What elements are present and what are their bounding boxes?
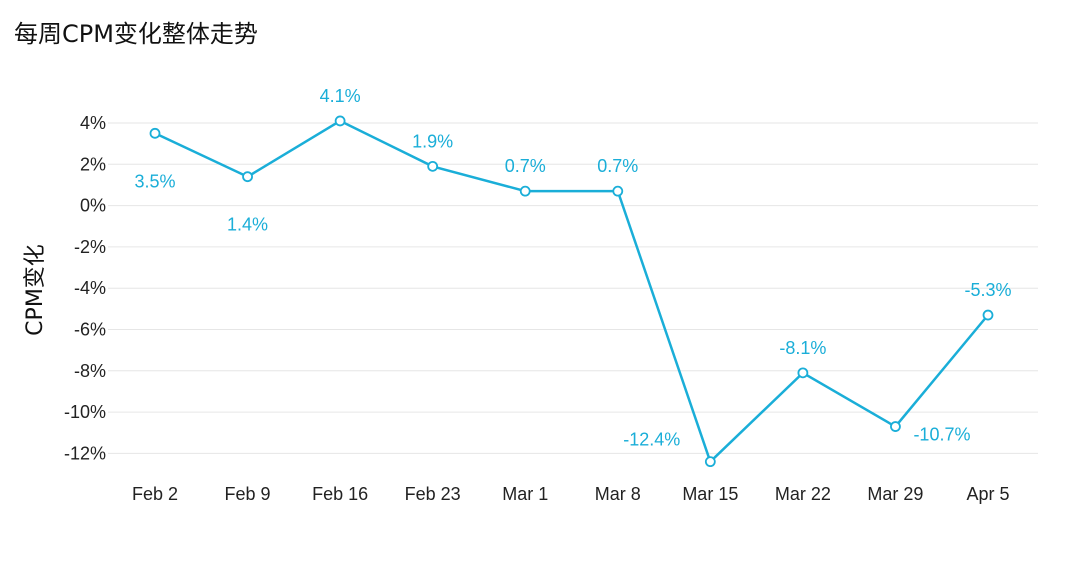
data-label: -8.1% [779, 338, 826, 358]
y-axis-ticks: 4% 2% 0% -2% -4% -6% -8% -10% -12% [64, 113, 106, 463]
data-label: -5.3% [964, 280, 1011, 300]
data-point [334, 115, 346, 127]
data-label: -10.7% [913, 425, 970, 445]
data-labels: 3.5% 1.4% 4.1% 1.9% 0.7% 0.7% -12.4% -8.1% -10.7… [134, 86, 1011, 450]
data-label: 0.7% [597, 156, 638, 176]
x-tick-label: Feb 2 [132, 484, 178, 504]
data-point [242, 171, 253, 183]
grid-lines [108, 122, 1038, 454]
y-tick-label: -10% [64, 402, 106, 422]
y-tick-label: -12% [64, 443, 106, 463]
x-tick-label: Feb 23 [405, 484, 461, 504]
data-label: 4.1% [320, 86, 361, 106]
data-point [982, 309, 994, 321]
data-point [612, 185, 624, 197]
x-tick-label: Mar 22 [775, 484, 831, 504]
x-tick-label: Apr 5 [966, 484, 1009, 504]
y-tick-label: -6% [74, 320, 106, 340]
x-tick-label: Feb 9 [225, 484, 271, 504]
chart-title: 每周CPM变化整体走势 [14, 20, 258, 48]
data-point [427, 160, 439, 172]
y-tick-label: -8% [74, 361, 106, 381]
data-point [797, 367, 809, 379]
x-tick-label: Mar 1 [502, 484, 548, 504]
data-label: 1.4% [227, 215, 268, 235]
y-tick-label: 0% [80, 196, 106, 216]
data-label: 3.5% [134, 171, 175, 191]
data-points [149, 115, 994, 468]
x-tick-label: Feb 16 [312, 484, 368, 504]
series-line [154, 119, 989, 464]
data-point [519, 185, 531, 197]
y-tick-label: 4% [80, 113, 106, 133]
y-tick-label: -2% [74, 237, 106, 257]
x-axis-ticks: Feb 2 Feb 9 Feb 16 Feb 23 Mar 1 Mar 8 Mar 15 Ma… [132, 484, 1010, 504]
x-tick-label: Mar 29 [867, 484, 923, 504]
x-tick-label: Mar 15 [682, 484, 738, 504]
data-label: 0.7% [505, 156, 546, 176]
data-label: 1.9% [412, 131, 453, 151]
data-label: -12.4% [623, 430, 680, 450]
data-point [149, 127, 161, 139]
data-point [704, 456, 716, 468]
data-point [890, 421, 901, 432]
y-tick-label: -4% [74, 278, 106, 298]
x-tick-label: Mar 8 [595, 484, 641, 504]
y-axis-label: CPM变化 [23, 244, 48, 336]
y-tick-label: 2% [80, 154, 106, 174]
